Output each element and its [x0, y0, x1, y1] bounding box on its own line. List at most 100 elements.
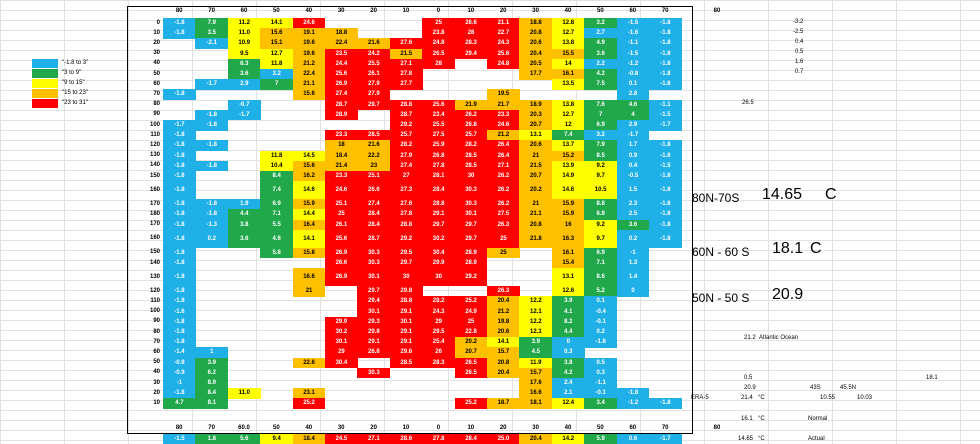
row-label: 130 — [149, 273, 160, 280]
note-v1: 10.55 — [820, 395, 836, 401]
table-cell — [228, 171, 261, 182]
table-cell: -1.8 — [163, 337, 196, 348]
row-label: 40 — [153, 60, 160, 67]
table-cell: 4.2 — [551, 367, 585, 379]
table-cell — [487, 268, 520, 286]
table-cell: 16.1 — [551, 247, 585, 259]
table-cell: 8.5 — [584, 150, 618, 162]
table-cell: 25 — [454, 316, 488, 328]
table-cell: 11.9 — [519, 357, 553, 369]
table-cell — [260, 327, 293, 338]
table-cell: 20.8 — [487, 357, 520, 369]
table-cell: 13.7 — [551, 140, 585, 151]
col-footer: 20 — [499, 425, 507, 431]
row-label: 70 — [153, 91, 160, 97]
table-cell: 25.2 — [292, 398, 326, 409]
table-cell — [195, 181, 228, 199]
table-cell — [455, 69, 488, 80]
table-cell — [357, 378, 390, 389]
table-cell: 21.2 — [292, 58, 326, 70]
table-cell — [228, 337, 261, 348]
table-cell: -1.8 — [649, 199, 682, 210]
table-cell: -1.8 — [163, 327, 196, 338]
row-label: 150 — [149, 172, 160, 179]
table-cell: 28.9 — [454, 258, 488, 269]
table-cell: 13.1 — [519, 130, 553, 141]
table-cell: -1.6 — [616, 28, 650, 39]
table-cell: 24.6 — [292, 18, 326, 29]
table-cell: -1.8 — [649, 229, 682, 249]
table-cell — [487, 79, 520, 90]
table-cell: 3.9 — [519, 337, 553, 348]
table-cell: 23.1 — [292, 388, 326, 399]
table-cell: -1.8 — [649, 181, 682, 200]
table-cell: 26.2 — [487, 199, 520, 210]
table-cell: -0.4 — [584, 306, 618, 318]
table-cell: 1.3 — [616, 258, 650, 269]
col-header: 40 — [564, 8, 572, 14]
table-cell: 21.5 — [389, 48, 423, 60]
table-cell: 4.5 — [519, 347, 553, 358]
col-header: 10 — [402, 8, 410, 14]
table-cell — [455, 59, 488, 70]
table-cell: 28 — [454, 28, 488, 39]
table-cell: 26.6 — [357, 181, 391, 200]
table-cell: 29.7 — [357, 286, 391, 297]
table-cell: -1.8 — [163, 296, 196, 307]
note-era_val: 21.4 — [741, 395, 753, 401]
table-cell — [617, 347, 650, 358]
summary-unit: C — [825, 186, 837, 203]
table-cell — [228, 268, 261, 286]
table-cell — [357, 388, 390, 399]
table-cell: 7.1 — [584, 258, 618, 269]
table-cell — [195, 69, 228, 80]
table-cell: 0.9 — [616, 150, 650, 162]
table-cell — [260, 347, 293, 358]
table-cell — [325, 18, 358, 29]
table-cell: -0.5 — [616, 171, 650, 182]
table-cell: 22.4 — [292, 69, 326, 80]
table-cell: 30.1 — [325, 337, 358, 348]
table-cell — [357, 398, 390, 409]
table-cell — [325, 388, 358, 399]
table-cell: 21.6 — [357, 140, 391, 151]
table-cell — [325, 296, 358, 307]
table-cell: 24.2 — [357, 48, 391, 60]
table-cell: 26.9 — [325, 268, 358, 287]
table-cell: 28.7 — [389, 109, 423, 121]
row-label: 20 — [153, 389, 160, 396]
table-cell: -1.5 — [616, 18, 650, 29]
table-cell — [487, 378, 520, 389]
row-label: 110 — [150, 298, 160, 304]
table-cell: 1 — [195, 347, 229, 358]
table-cell: 23 — [357, 160, 391, 172]
table-cell: 23.4 — [422, 109, 456, 121]
col-header: 50 — [273, 8, 280, 14]
table-cell: -1.7 — [649, 120, 682, 131]
table-cell: 21.1 — [519, 209, 553, 220]
row-label: 40 — [153, 369, 160, 376]
table-cell — [260, 130, 293, 141]
table-cell: 7.5 — [584, 79, 618, 90]
table-cell — [649, 368, 682, 379]
table-cell: -1.8 — [649, 48, 682, 60]
table-cell — [293, 347, 326, 358]
table-cell: 24.4 — [325, 58, 358, 70]
table-cell: 7.6 — [584, 99, 618, 111]
table-cell: -0.1 — [584, 388, 618, 399]
table-cell — [195, 89, 228, 100]
table-cell — [519, 79, 552, 90]
table-cell: 10.4 — [260, 160, 294, 172]
table-cell: 26.8 — [454, 120, 488, 131]
table-cell: 0 — [616, 286, 650, 297]
table-cell — [293, 317, 326, 328]
table-cell — [617, 327, 650, 338]
table-cell: 24.3 — [422, 306, 456, 318]
table-cell — [293, 258, 326, 269]
table-cell: 7.4 — [551, 130, 585, 141]
table-cell — [325, 120, 358, 131]
table-cell: 13.8 — [551, 99, 585, 111]
table-cell — [163, 38, 196, 49]
table-cell: 28.5 — [389, 357, 423, 369]
table-cell: -1.8 — [649, 18, 682, 29]
